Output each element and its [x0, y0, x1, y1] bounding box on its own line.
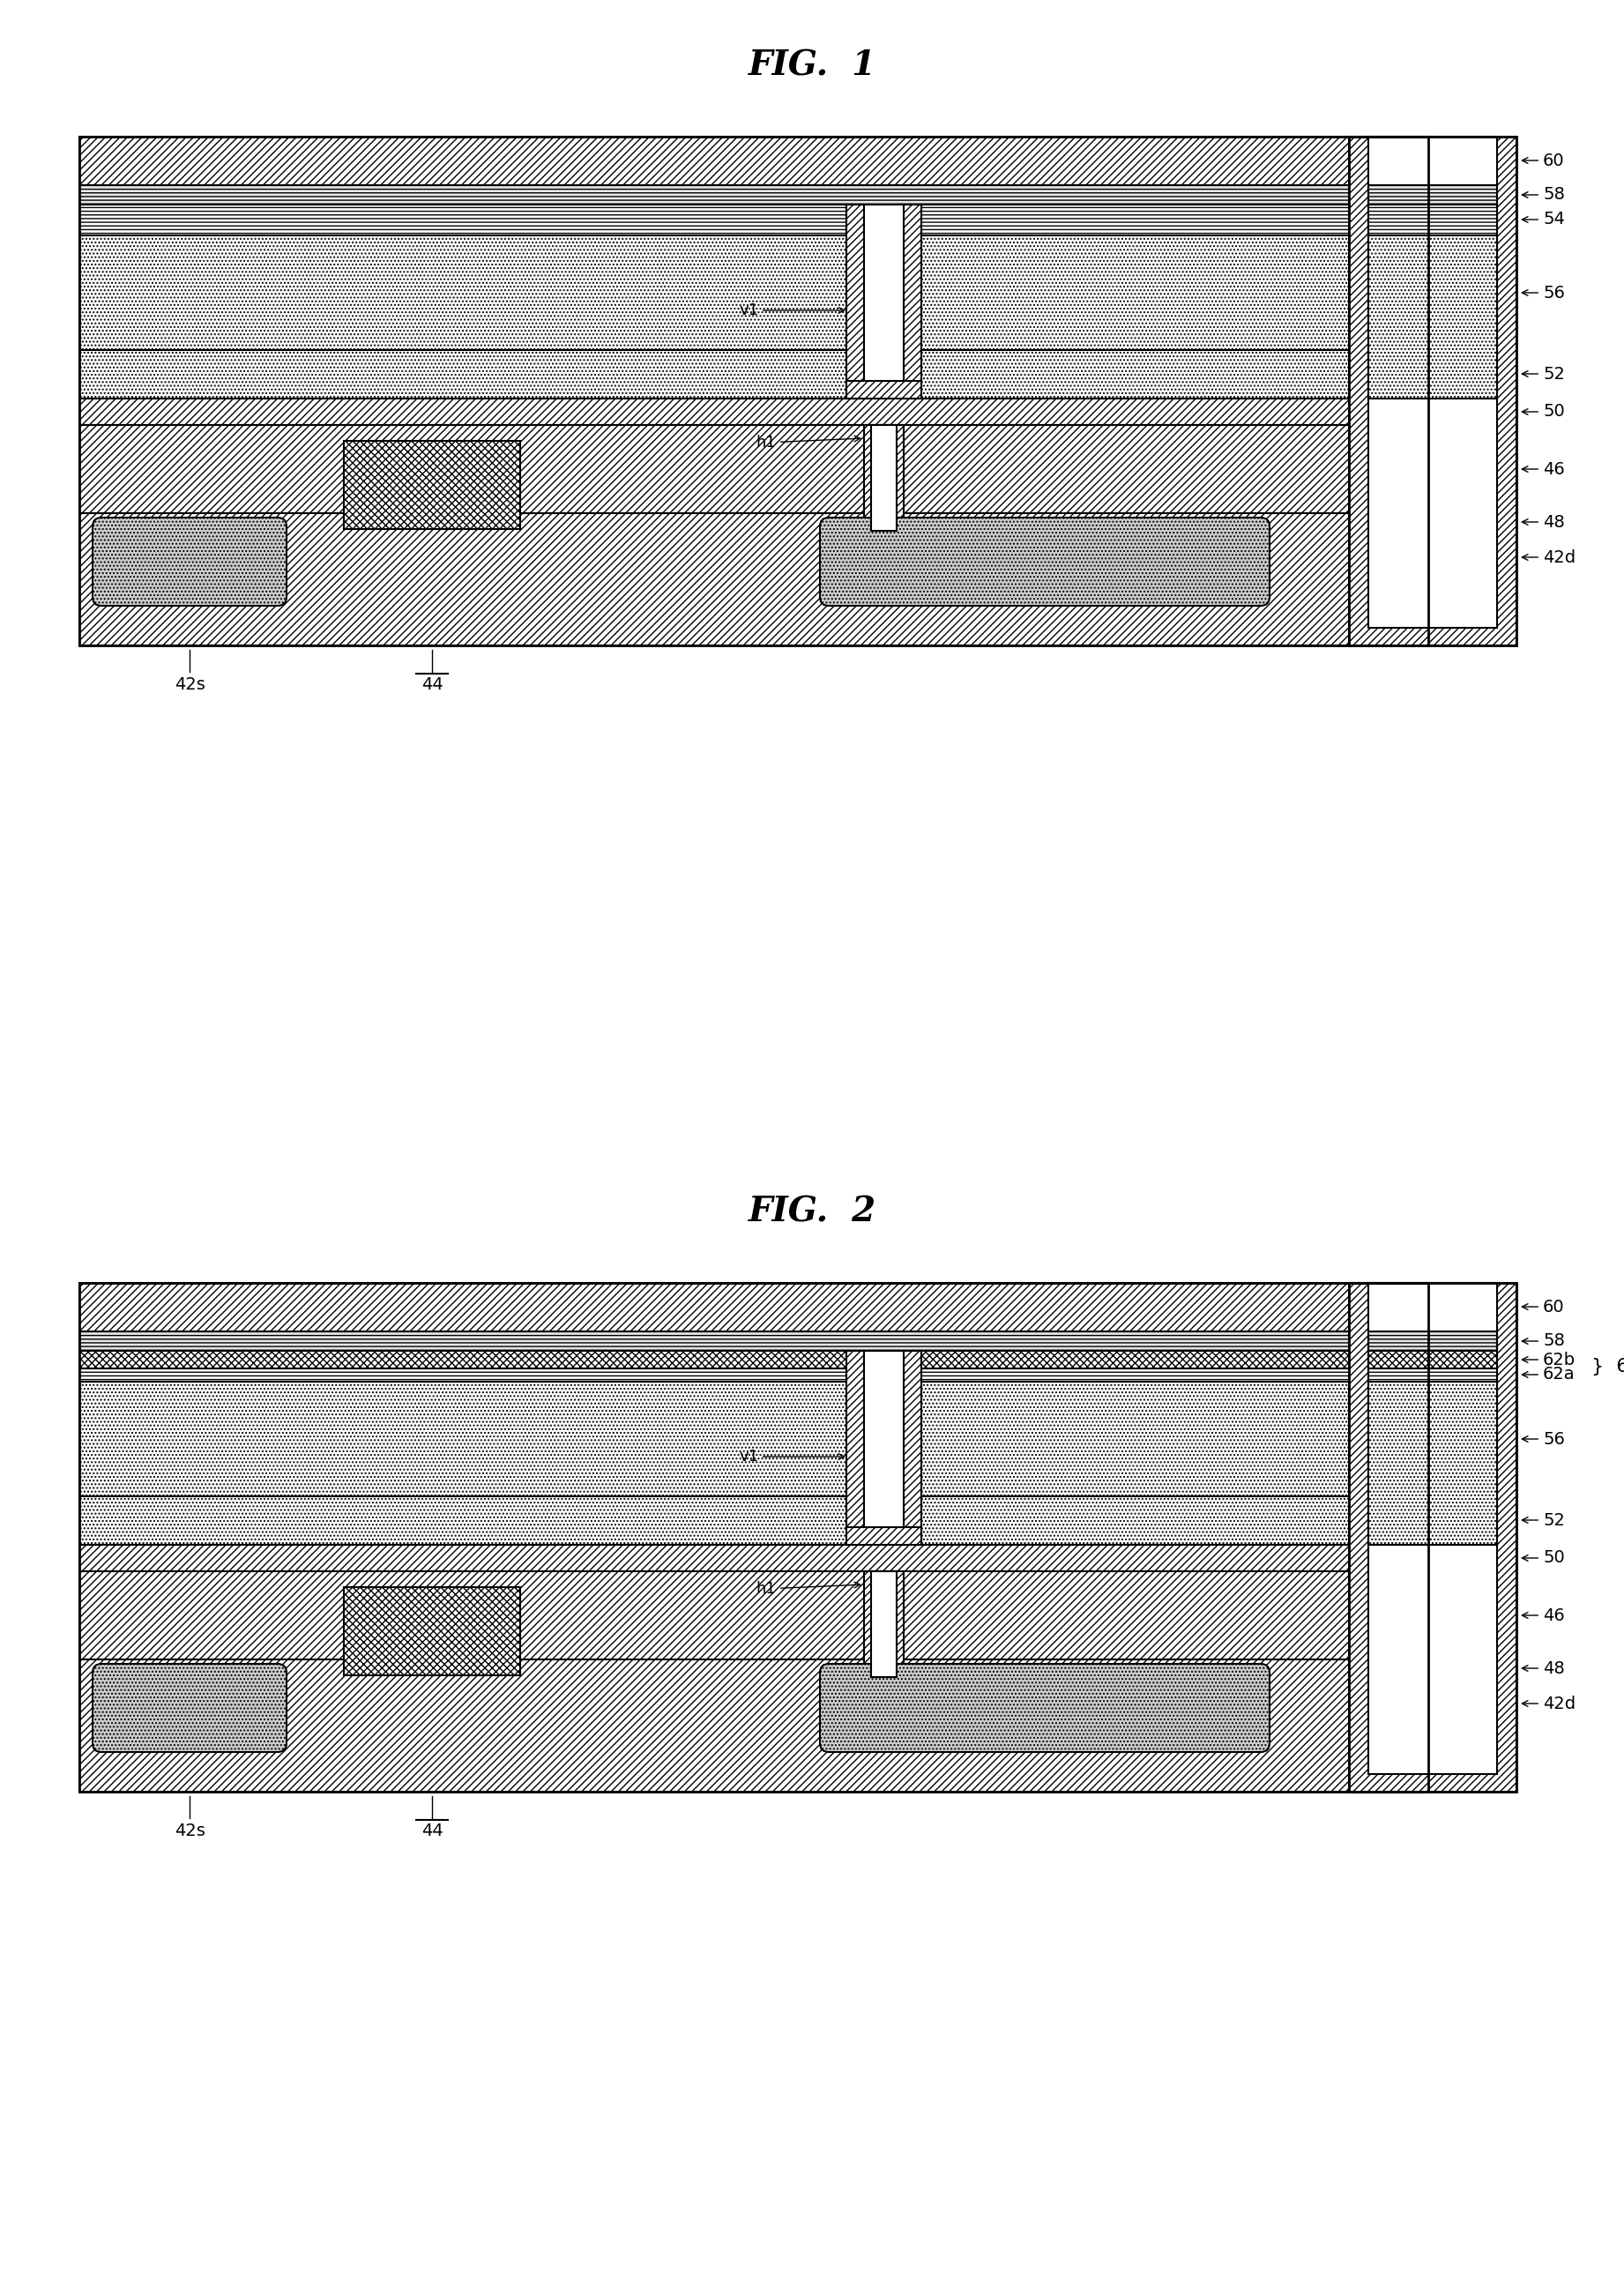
Bar — [1350, 1282, 1517, 1792]
Text: 44: 44 — [421, 675, 443, 694]
Text: v1: v1 — [739, 302, 844, 318]
Bar — [921, 1351, 1427, 1369]
Bar — [1369, 1282, 1497, 1774]
Bar — [1350, 137, 1517, 645]
Bar — [80, 185, 1427, 204]
Bar — [80, 426, 1427, 513]
Text: 44: 44 — [421, 1822, 443, 1840]
Bar — [344, 442, 520, 529]
Text: FIG.  2: FIG. 2 — [749, 1195, 875, 1229]
Bar — [80, 1570, 1427, 1660]
Text: 42s: 42s — [174, 675, 205, 694]
Bar — [80, 1545, 1427, 1570]
Bar — [846, 204, 864, 398]
Bar — [846, 1527, 921, 1545]
Bar — [1369, 1332, 1497, 1351]
Bar — [870, 1570, 896, 1678]
Text: 52: 52 — [1522, 1511, 1566, 1529]
Bar — [80, 1660, 1427, 1792]
Bar — [864, 426, 903, 531]
Bar — [80, 236, 846, 350]
Text: 48: 48 — [1522, 1660, 1564, 1676]
Bar — [903, 204, 921, 398]
Text: FIG.  1: FIG. 1 — [749, 48, 875, 82]
Text: h1: h1 — [755, 435, 861, 451]
Text: 42s: 42s — [174, 1822, 205, 1840]
Bar — [846, 1351, 864, 1545]
Bar — [1369, 1369, 1497, 1383]
Bar — [1369, 204, 1497, 236]
Bar — [80, 350, 846, 398]
Bar — [864, 204, 903, 380]
Text: 46: 46 — [1522, 1607, 1564, 1623]
Text: 58: 58 — [1522, 185, 1566, 204]
Text: 56: 56 — [1522, 1431, 1566, 1447]
FancyBboxPatch shape — [93, 1664, 286, 1751]
Bar — [1369, 1351, 1497, 1369]
Bar — [864, 1570, 903, 1678]
Text: 52: 52 — [1522, 366, 1566, 382]
Text: 56: 56 — [1522, 284, 1566, 302]
Bar — [80, 1351, 846, 1369]
FancyBboxPatch shape — [820, 517, 1270, 607]
Bar — [80, 1497, 846, 1545]
Bar — [921, 1369, 1427, 1383]
Bar — [80, 513, 1427, 645]
Text: 42d: 42d — [1522, 1696, 1575, 1712]
Bar — [1369, 236, 1497, 398]
Bar — [921, 204, 1427, 236]
Text: 62b: 62b — [1522, 1351, 1575, 1369]
Bar — [1369, 1383, 1497, 1545]
Bar — [846, 380, 921, 398]
Bar — [80, 1282, 1427, 1332]
FancyBboxPatch shape — [820, 1664, 1270, 1751]
Text: 54: 54 — [1522, 211, 1566, 229]
Bar — [1369, 137, 1497, 627]
Text: 60: 60 — [1522, 1298, 1564, 1316]
Bar — [80, 137, 1427, 185]
Bar — [903, 1351, 921, 1545]
Text: }  62: } 62 — [1592, 1357, 1624, 1376]
Text: 46: 46 — [1522, 460, 1564, 478]
Bar — [870, 426, 896, 531]
Bar — [1369, 185, 1497, 204]
FancyBboxPatch shape — [93, 517, 286, 607]
Bar — [921, 1497, 1427, 1545]
Bar — [1350, 137, 1517, 645]
Text: 50: 50 — [1522, 1550, 1564, 1566]
Bar — [80, 398, 1427, 426]
Text: v1: v1 — [739, 1449, 844, 1465]
Bar — [80, 1282, 1427, 1792]
Text: 48: 48 — [1522, 513, 1564, 531]
Bar — [864, 204, 903, 380]
Bar — [1369, 1282, 1497, 1774]
Text: 42d: 42d — [1522, 549, 1575, 565]
Bar — [80, 1332, 1427, 1351]
Bar — [80, 137, 1427, 645]
Bar — [1350, 1282, 1517, 1792]
Text: 60: 60 — [1522, 151, 1564, 169]
Bar — [80, 204, 846, 236]
Bar — [80, 1369, 846, 1383]
Bar — [864, 1351, 903, 1527]
Bar — [80, 1383, 846, 1497]
Text: 62a: 62a — [1522, 1367, 1575, 1383]
Bar — [921, 350, 1427, 398]
Bar — [1369, 137, 1497, 627]
Text: 58: 58 — [1522, 1332, 1566, 1351]
Bar — [921, 1383, 1427, 1497]
Text: h1: h1 — [755, 1582, 861, 1598]
Bar — [344, 1586, 520, 1676]
Text: 50: 50 — [1522, 403, 1564, 421]
Bar — [921, 236, 1427, 350]
